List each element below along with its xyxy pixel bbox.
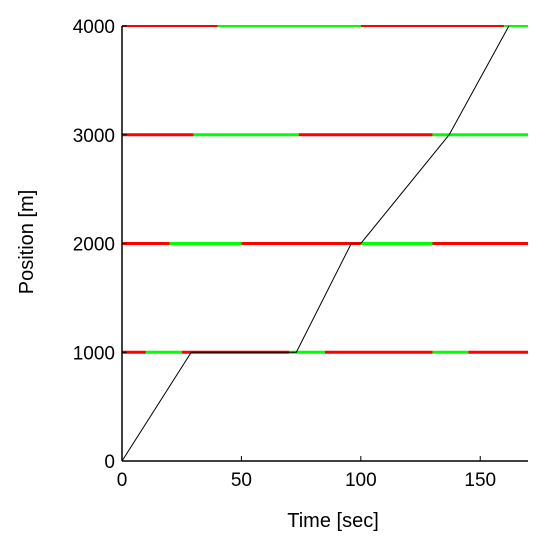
x-tick-label-100: 100 [345,470,377,491]
x-tick-label-0: 0 [117,470,128,491]
y-axis-label: Position [m] [16,190,38,294]
trajectory [121,25,510,462]
y-tick-label-3000: 3000 [73,126,115,147]
signal-phases [122,25,528,354]
x-tick-label-150: 150 [464,470,496,491]
x-axis-label: Time [sec] [287,510,379,532]
trajectory-line [121,25,510,462]
ticks: 0 50 100 150 0 1000 2000 3000 4000 [73,17,496,491]
y-tick-label-0: 0 [104,452,115,473]
y-tick-label-4000: 4000 [73,17,115,38]
x-tick-label-50: 50 [231,470,252,491]
y-tick-label-1000: 1000 [73,343,115,364]
y-tick-label-2000: 2000 [73,235,115,256]
